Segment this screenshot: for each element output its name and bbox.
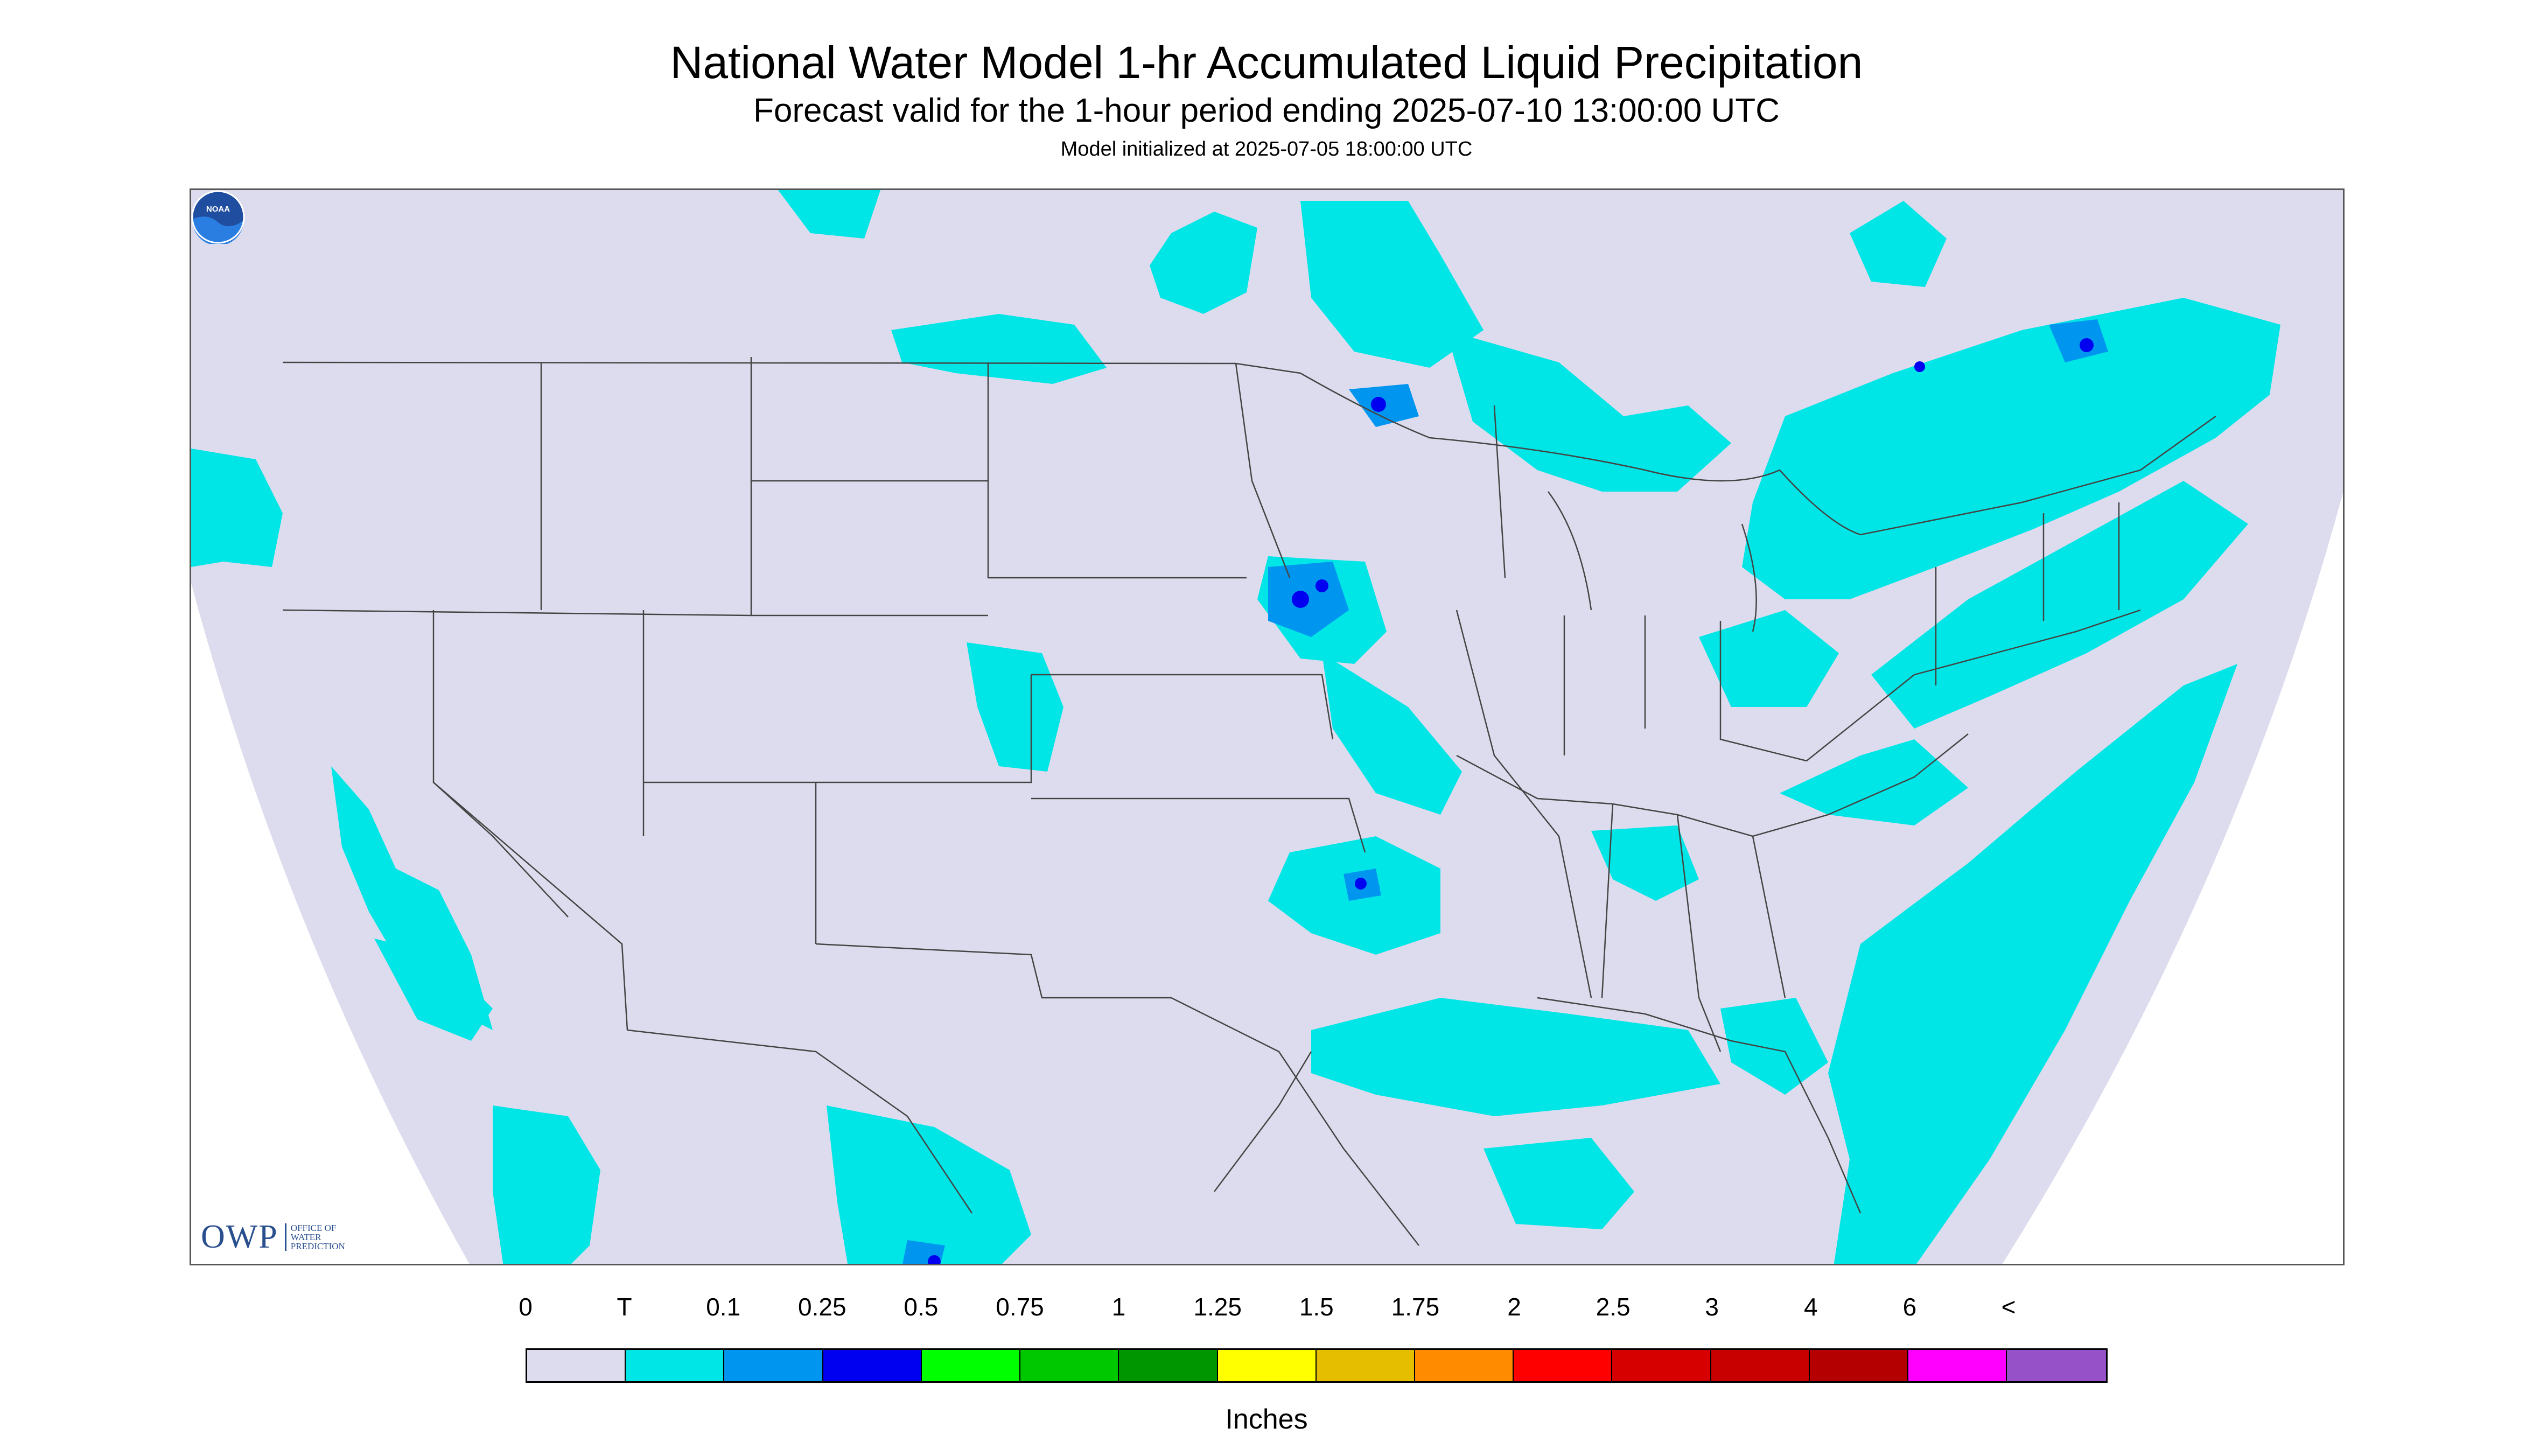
legend-label: 1.25 xyxy=(1193,1293,1242,1321)
precip-trace-areas xyxy=(191,190,2280,1264)
legend-swatch xyxy=(724,1350,823,1381)
color-legend: 0 T 0.1 0.25 0.5 0.75 1 1.25 1.5 1.75 2 2.5 3 4 6 < xyxy=(519,1292,2108,1383)
map-title: National Water Model 1-hr Accumulated Li… xyxy=(670,37,1863,88)
owp-logo-line: PREDICTION xyxy=(290,1241,345,1251)
legend-units: Inches xyxy=(1225,1404,1308,1435)
legend-swatch xyxy=(823,1350,922,1381)
legend-label: 0.1 xyxy=(706,1293,741,1321)
legend-label: 6 xyxy=(1902,1293,1917,1321)
legend-labels: 0 T 0.1 0.25 0.5 0.75 1 1.25 1.5 1.75 2 2.5 3 4 6 < xyxy=(519,1292,2016,1330)
map-subtitle: Forecast valid for the 1-hour period end… xyxy=(753,92,1780,129)
precipitation-map: OWP OFFICE OF WATER PREDICTION NOAA xyxy=(190,188,2345,1265)
legend-label: 0.25 xyxy=(798,1293,846,1321)
legend-swatch xyxy=(626,1350,725,1381)
legend-label: < xyxy=(2001,1293,2016,1321)
legend-label: 4 xyxy=(1804,1293,1818,1321)
noaa-logo: NOAA xyxy=(191,190,245,244)
legend-label: 3 xyxy=(1705,1293,1719,1321)
legend-label: 0.75 xyxy=(996,1293,1044,1321)
owp-logo-text: OFFICE OF WATER PREDICTION xyxy=(284,1223,345,1251)
legend-label: 1.75 xyxy=(1391,1293,1440,1321)
legend-swatch xyxy=(1217,1350,1317,1381)
legend-swatch xyxy=(1514,1350,1613,1381)
owp-logo-mark: OWP xyxy=(201,1219,278,1255)
owp-logo-line: WATER xyxy=(290,1232,321,1242)
legend-color-bar xyxy=(526,1348,2108,1383)
legend-swatch xyxy=(921,1350,1021,1381)
legend-label: 0.5 xyxy=(904,1293,939,1321)
legend-swatch xyxy=(1612,1350,1711,1381)
legend-swatch xyxy=(1415,1350,1514,1381)
legend-swatch xyxy=(1020,1350,1119,1381)
legend-swatch xyxy=(2007,1350,2106,1381)
legend-label: 1 xyxy=(1111,1293,1126,1321)
legend-label: 2 xyxy=(1507,1293,1521,1321)
owp-logo-line: OFFICE OF xyxy=(290,1223,337,1233)
legend-label: 0 xyxy=(519,1293,533,1321)
legend-swatch xyxy=(1711,1350,1810,1381)
precip-moderate-areas xyxy=(928,338,2094,1264)
legend-label: 2.5 xyxy=(1596,1293,1631,1321)
legend-label: T xyxy=(617,1293,632,1321)
legend-label: 1.5 xyxy=(1299,1293,1334,1321)
map-canvas xyxy=(191,190,2343,1264)
owp-logo: OWP OFFICE OF WATER PREDICTION xyxy=(201,1218,345,1256)
legend-swatch xyxy=(1809,1350,1909,1381)
legend-swatch xyxy=(527,1350,626,1381)
legend-swatch xyxy=(1908,1350,2007,1381)
noaa-logo-text: NOAA xyxy=(206,205,230,214)
political-boundaries xyxy=(282,357,2216,1246)
legend-swatch xyxy=(1316,1350,1415,1381)
model-init-line: Model initialized at 2025-07-05 18:00:00… xyxy=(1060,138,1473,160)
legend-swatch xyxy=(1119,1350,1218,1381)
